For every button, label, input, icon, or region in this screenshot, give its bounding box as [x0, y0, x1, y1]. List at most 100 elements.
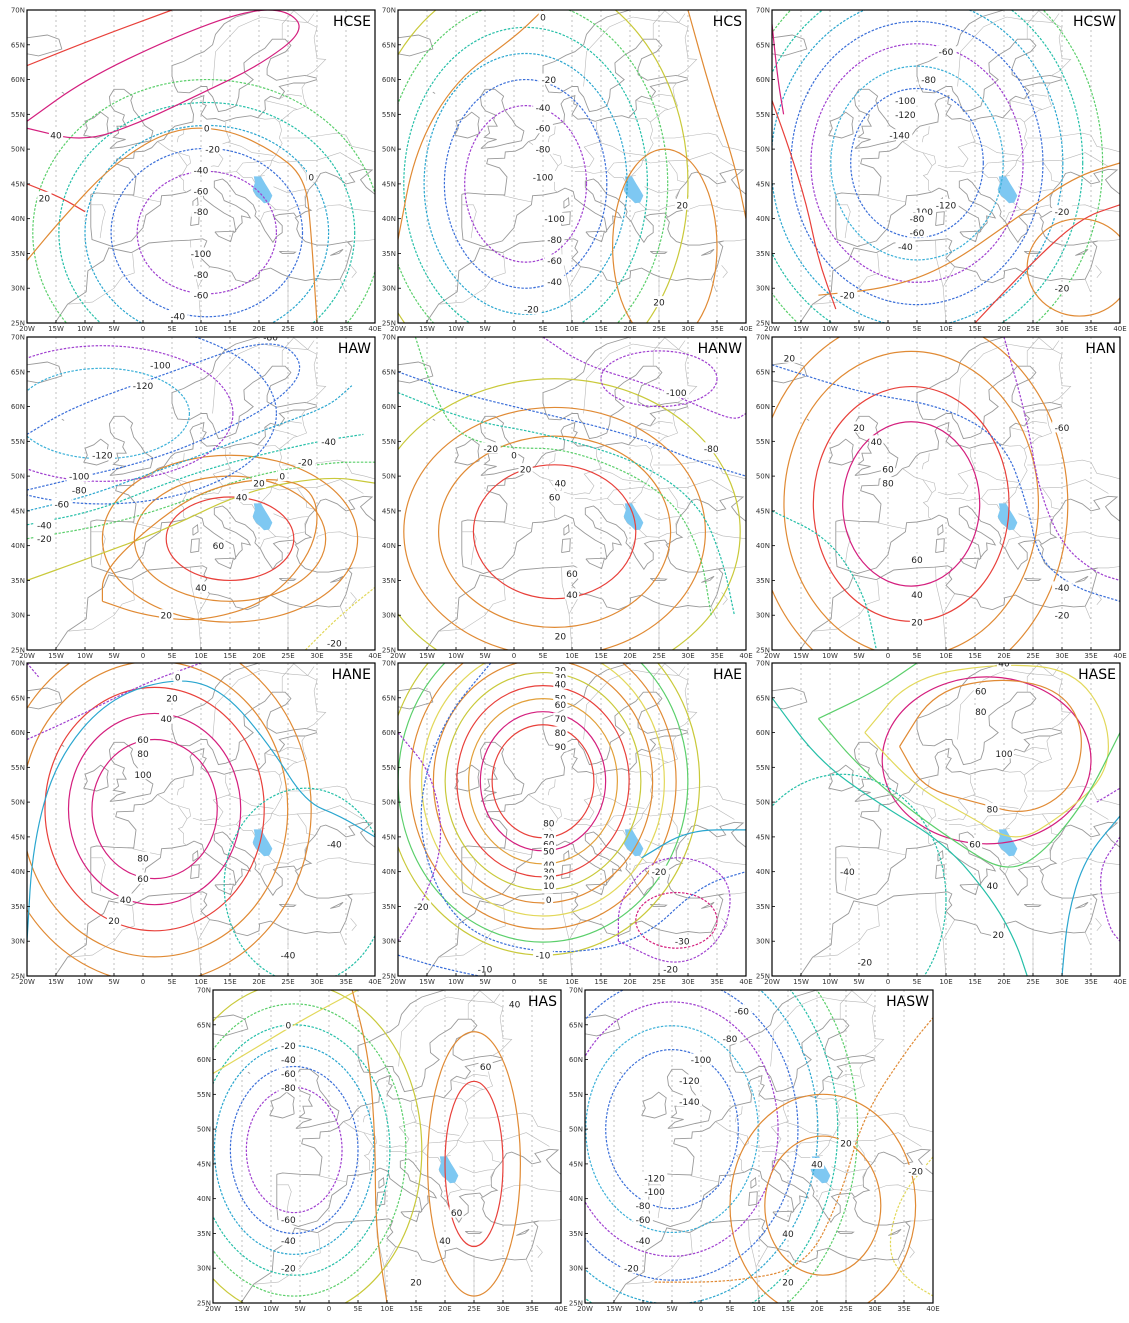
x-tick-label: 0 [512, 978, 516, 986]
contour-label: 0 [204, 125, 210, 135]
contour-label-bg [51, 497, 72, 509]
contour-label: 40 [50, 132, 62, 142]
x-tick-label: 30E [681, 978, 694, 986]
coastline [108, 415, 154, 476]
coastline [27, 687, 63, 710]
contour-label: 80 [555, 729, 567, 739]
contour-label-bg [324, 837, 345, 849]
country-border [450, 1080, 484, 1090]
country-border [548, 805, 562, 820]
contour-neg-140 [605, 1049, 739, 1210]
contour-label: -60 [194, 187, 209, 197]
contour-labels: 40 60 80 100 80 60 40 20 -40 -20 [837, 663, 1014, 969]
contour-label-bg [892, 94, 919, 106]
country-border [316, 857, 375, 865]
country-border [710, 279, 717, 292]
country-border [644, 513, 680, 521]
map-layers: 203040506070809080706050403020100-20-20-… [398, 663, 746, 976]
map-layers: 20 -60 20 40 60 80 60 40 20 -40 -20 [772, 337, 1120, 650]
contour-label-bg [541, 879, 556, 891]
country-border [461, 857, 477, 892]
y-tick-label: 60N [197, 1056, 211, 1064]
contour-label-bg [985, 879, 1000, 891]
coastline [563, 196, 570, 209]
coastline [276, 1148, 561, 1227]
coastline [585, 557, 606, 570]
contour-label-bg [553, 726, 568, 738]
country-border [253, 1233, 321, 1285]
contour-labels: 203040506070809080706050403020100-20-20-… [411, 663, 693, 976]
country-border [422, 1151, 463, 1202]
contour-pos-0 [213, 990, 423, 1303]
contour-label-bg [541, 830, 556, 842]
contour-label: -40 [547, 278, 562, 288]
coastline [959, 883, 980, 896]
country-border [721, 918, 728, 931]
country-border [273, 513, 309, 521]
coastline [748, 1191, 758, 1207]
gridlines [800, 10, 1092, 323]
x-tick-label: 5W [108, 325, 119, 333]
country-border [279, 82, 307, 123]
coastline [171, 337, 318, 440]
contour-label: -80 [921, 76, 936, 86]
contour-label-bg [676, 1095, 703, 1107]
contour-label: 40 [871, 438, 883, 448]
x-tick-label: 15W [419, 325, 435, 333]
contour-label: -20 [327, 640, 342, 650]
contour-label-bg [633, 1234, 653, 1246]
panel-title: HAW [338, 341, 371, 357]
coastline [54, 217, 354, 323]
contour-label: 60 [566, 570, 578, 580]
contour-label: -140 [679, 1098, 700, 1108]
contour-label-bg [633, 1213, 653, 1225]
contour-label: -20 [541, 76, 556, 86]
contour-neg-60 [772, 10, 1064, 323]
x-tick-label: 15E [968, 652, 981, 660]
contour-label-bg [663, 386, 690, 398]
country-border [642, 812, 687, 836]
country-border [981, 498, 1022, 549]
y-tick-label: 65N [382, 694, 396, 702]
country-border [503, 848, 533, 856]
x-tick-label: 20W [19, 652, 35, 660]
x-tick-label: 20E [252, 978, 265, 986]
map-layers: -60-80-100-120-140-120-100-80-60-40-20-2… [772, 10, 1120, 323]
contour-label: -20 [663, 966, 678, 976]
coastline [835, 495, 1120, 574]
contour-labels: 40 20 0 0 -20 -40 -60 -80 -100 -80 -60 -40 [37, 122, 316, 323]
y-tick-label: 65N [756, 368, 770, 376]
contour-label: -40 [37, 521, 52, 531]
contour-label: 60 [137, 736, 149, 746]
coastline [190, 864, 200, 880]
country-border [644, 186, 680, 194]
contour-label-bg [973, 705, 988, 717]
contour-labels: -80-100-120-120-100-80-60-40-20-40-20020… [34, 337, 345, 650]
contour-neg-40 [27, 433, 364, 526]
y-tick-label: 25N [756, 973, 770, 981]
coastline [432, 91, 436, 94]
x-tick-label: 35E [710, 652, 723, 660]
contour-labels: 20 -60 20 40 60 80 60 40 20 -40 -20 [782, 351, 1072, 629]
contour-label: 20 [520, 466, 532, 476]
y-tick-label: 65N [382, 41, 396, 49]
contour-label-bg [135, 747, 151, 759]
contour-pos-40 [764, 1135, 882, 1276]
country-border [935, 893, 944, 940]
contour-neg-20 [889, 1156, 933, 1297]
map-layers: 0 20 40 60 80 100 80 60 40 20 -40 -40 [27, 663, 375, 976]
coastline [641, 1091, 667, 1119]
panel-title: HASW [886, 994, 929, 1010]
panel-has: 0 -20 -40 -60 -80 -60 -40 -20 40 60 60 40 20 HAS 25N 30… [197, 987, 568, 1314]
contour-label: 20 [555, 633, 567, 643]
country-border [279, 93, 302, 100]
contour-label: 80 [137, 750, 149, 760]
contour-label-bg [780, 1227, 796, 1239]
contour-label-bg [278, 1067, 299, 1079]
y-tick-label: 60N [756, 729, 770, 737]
country-border [909, 1219, 933, 1222]
contour-label-bg [69, 484, 90, 496]
contour-neg-80 [27, 343, 301, 491]
contour-label: 60 [213, 542, 225, 552]
